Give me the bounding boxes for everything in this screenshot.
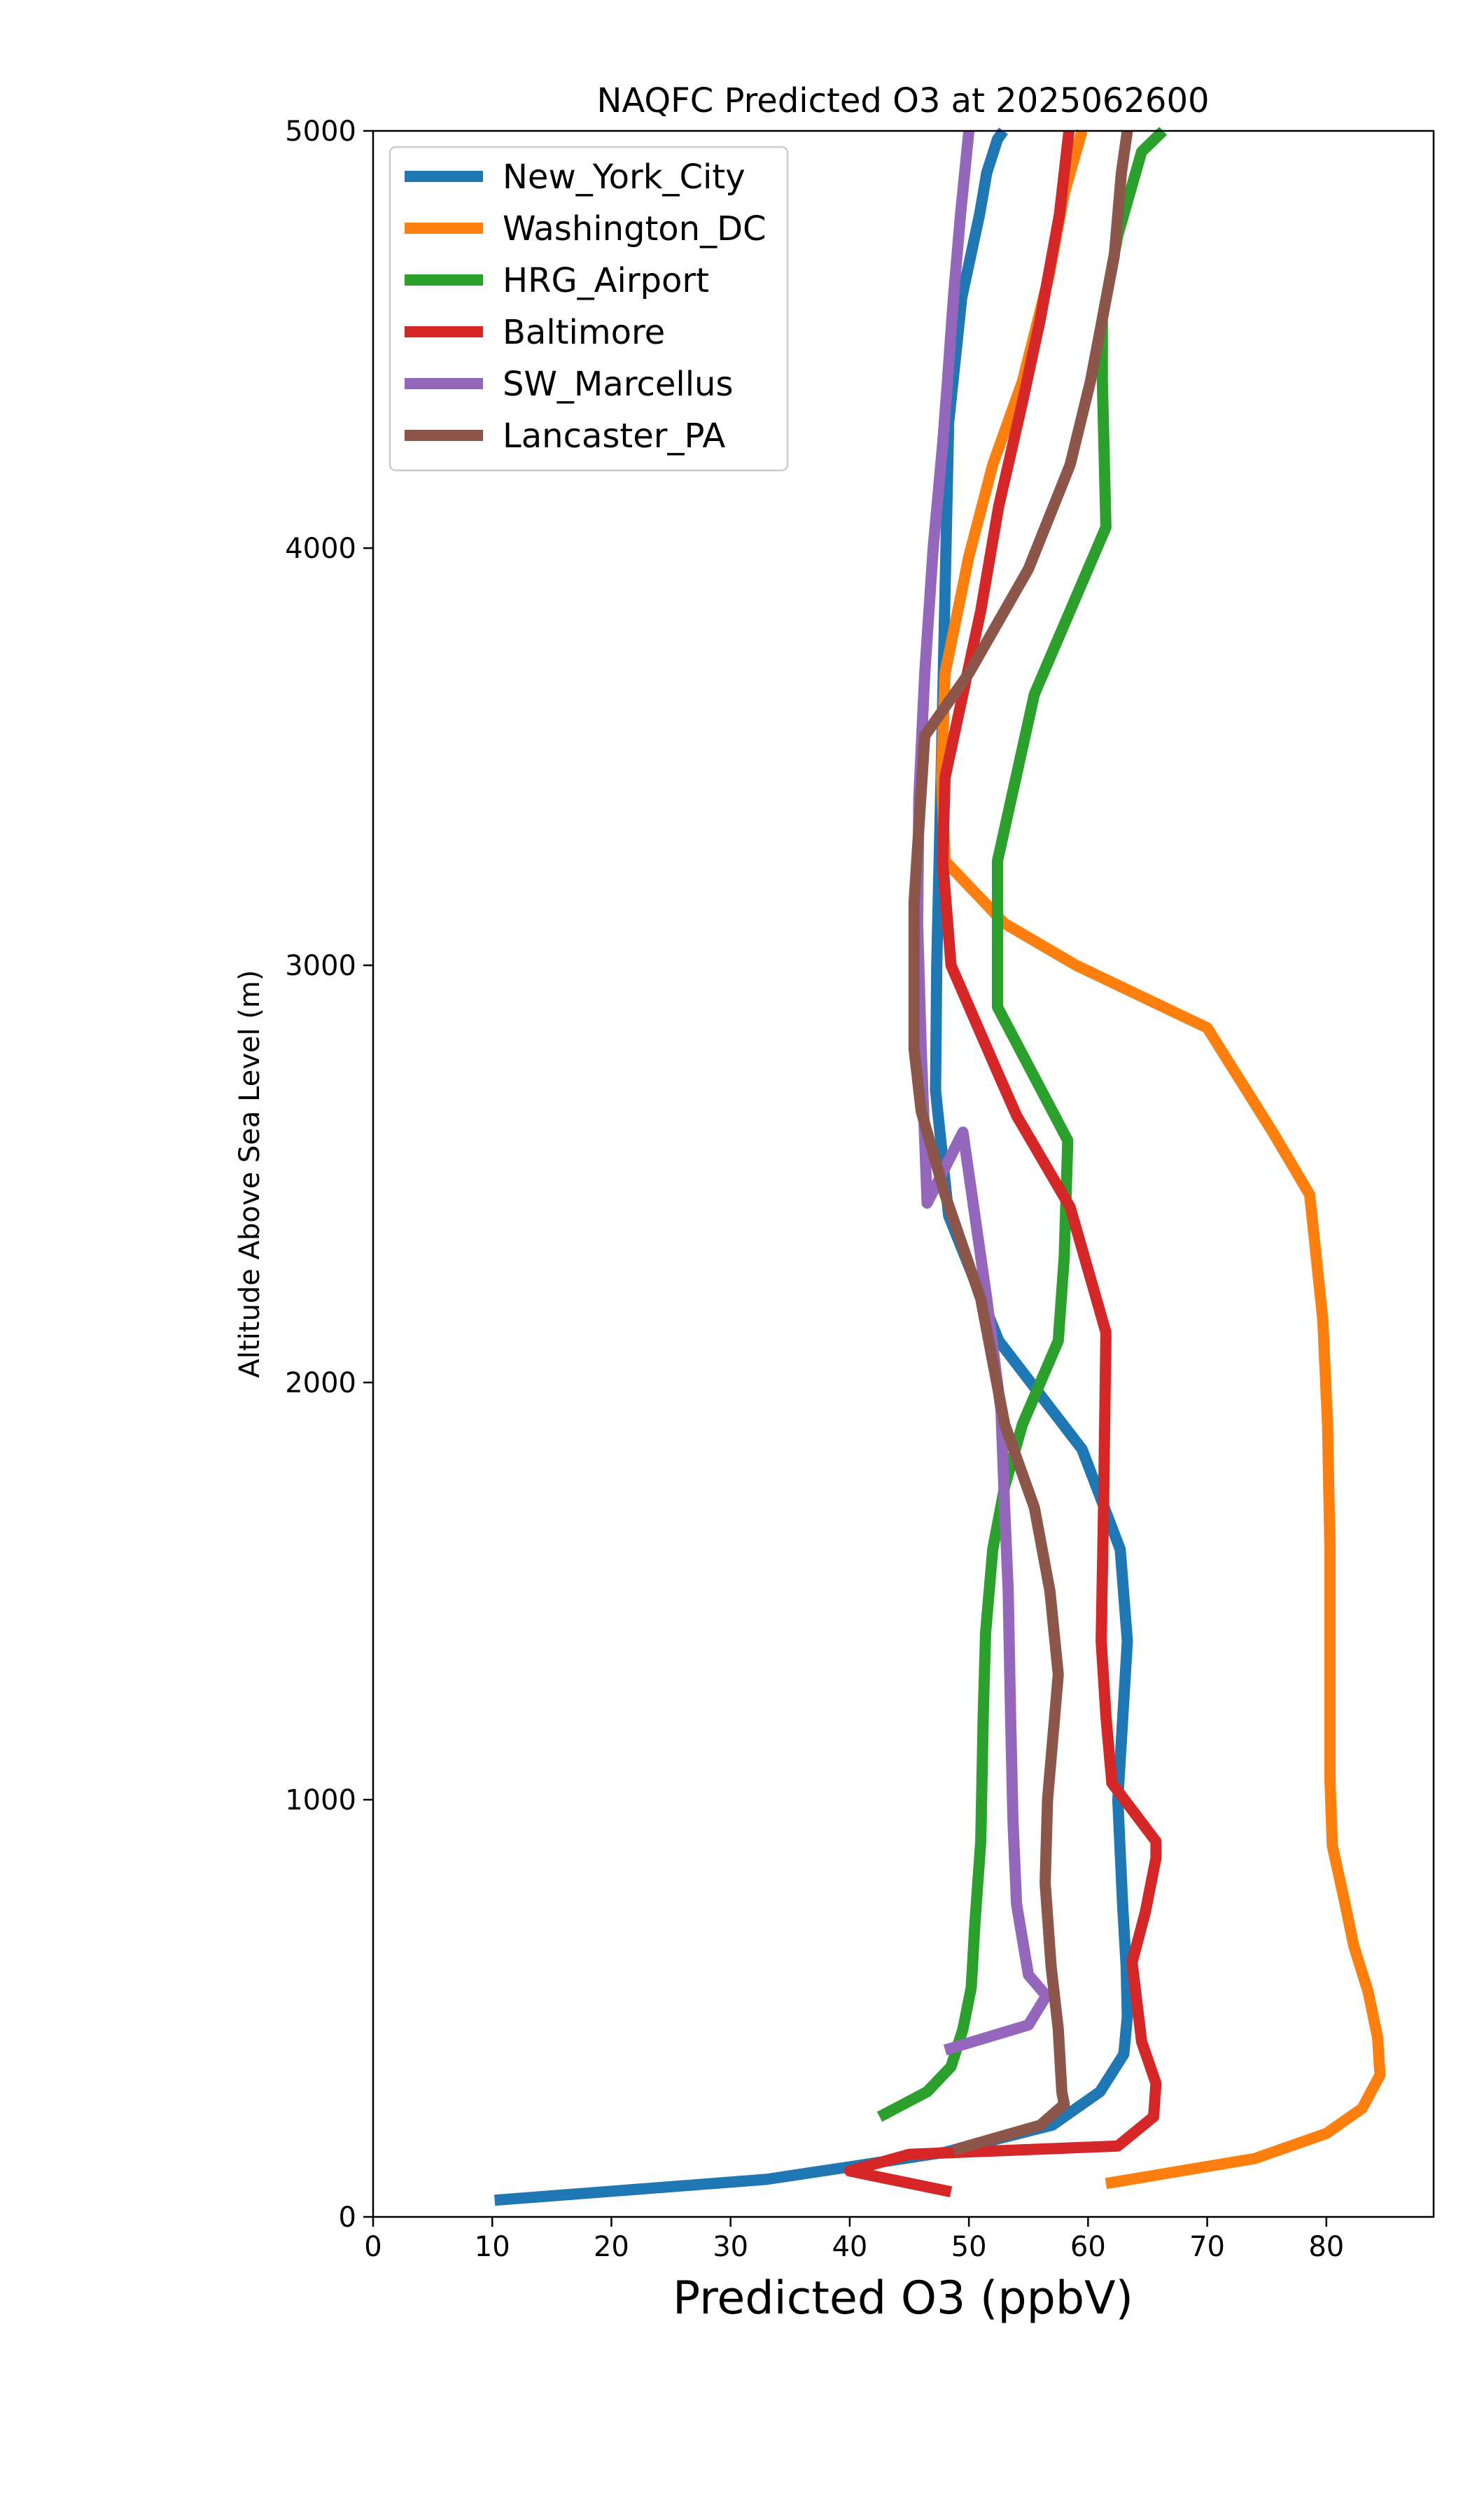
y-axis-label: Altitude Above Sea Level (m) (234, 970, 266, 1378)
x-tick-label: 20 (594, 2231, 629, 2263)
legend-label-lancaster-pa: Lancaster_PA (503, 416, 725, 456)
x-tick-label: 60 (1070, 2231, 1106, 2263)
chart-title: NAQFC Predicted O3 at 2025062600 (596, 81, 1209, 120)
legend-label-sw-marcellus: SW_Marcellus (503, 365, 733, 404)
x-tick-label: 30 (713, 2231, 748, 2263)
x-tick-label: 10 (475, 2231, 510, 2263)
y-tick-label: 5000 (285, 115, 356, 148)
x-tick-label: 80 (1308, 2231, 1344, 2263)
plot-frame (372, 130, 1435, 2218)
y-tick-label: 1000 (285, 1784, 356, 1816)
legend: New_York_City Washington_DC HRG_Airport Bal… (388, 146, 789, 472)
series-line-baltimore (844, 130, 1162, 2198)
x-tick-label: 50 (951, 2231, 987, 2263)
legend-box (388, 146, 789, 472)
y-tick-label: 0 (339, 2202, 356, 2234)
series-line-sw-marcellus (911, 130, 1052, 2056)
x-tick-label: 40 (832, 2231, 867, 2263)
y-axis-ticks: 0 1000 2000 3000 4000 5000 (285, 115, 373, 2234)
series-line-washington-dc (936, 129, 1386, 2190)
series-layer (493, 127, 1386, 2206)
y-tick-label: 2000 (285, 1367, 356, 1399)
x-axis-ticks: 0 10 20 30 40 50 60 70 80 (364, 2217, 1344, 2263)
legend-items: New_York_City Washington_DC HRG_Airport Bal… (405, 158, 766, 456)
legend-label-baltimore: Baltimore (503, 313, 665, 352)
plot-area (373, 131, 1434, 2217)
y-tick-label: 3000 (285, 950, 356, 982)
series-line-hrg-airport (876, 127, 1168, 2122)
legend-label-washington-dc: Washington_DC (503, 209, 766, 248)
x-axis-label: Predicted O3 (ppbV) (673, 2272, 1133, 2325)
y-tick-label: 4000 (285, 533, 356, 565)
x-tick-label: 70 (1189, 2231, 1225, 2263)
series-line-lancaster-pa (908, 130, 1133, 2156)
x-tick-label: 0 (364, 2231, 382, 2263)
legend-label-new-york-city: New_York_City (503, 158, 746, 197)
legend-label-hrg-airport: HRG_Airport (503, 261, 709, 300)
